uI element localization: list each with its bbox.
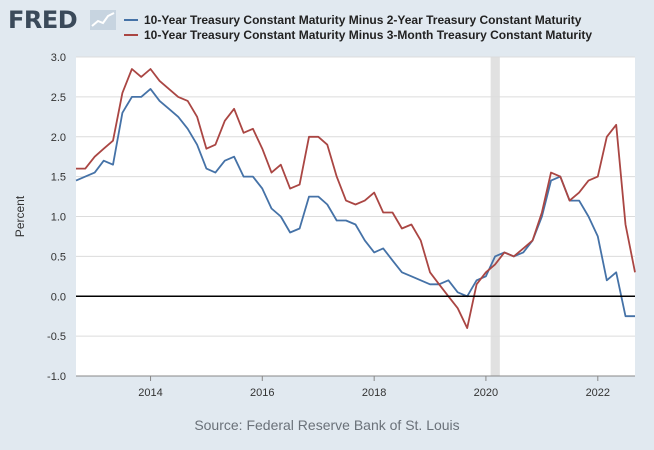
fred-logo[interactable]: FRED <box>8 6 78 34</box>
x-tick-label: 2018 <box>362 387 386 399</box>
y-tick-label: -0.5 <box>47 331 66 343</box>
line-chart: 3.0 2.5 2.0 1.5 1.0 0.5 0.0 -0.5 -1.0 2014 2016 201… <box>13 52 636 399</box>
y-tick-label: 2.0 <box>51 132 66 144</box>
source-note: Source: Federal Reserve Bank of St. Loui… <box>194 417 460 433</box>
series-line-2 <box>76 68 636 330</box>
legend-item-series-1: 10-Year Treasury Constant Maturity Minus… <box>124 12 592 27</box>
x-tick-label: 2014 <box>138 387 162 399</box>
y-tick-label: 1.0 <box>51 212 66 224</box>
legend-label-series-2: 10-Year Treasury Constant Maturity Minus… <box>144 27 593 42</box>
legend-label-series-1: 10-Year Treasury Constant Maturity Minus… <box>144 12 582 27</box>
y-tick-label: 0.5 <box>51 251 66 263</box>
series-line-1 <box>75 88 635 318</box>
y-axis-label: Percent <box>13 195 27 237</box>
legend-item-series-2: 10-Year Treasury Constant Maturity Minus… <box>124 27 592 42</box>
chart-legend: 10-Year Treasury Constant Maturity Minus… <box>124 12 592 42</box>
y-tick-label: 1.5 <box>51 172 66 184</box>
x-tick-label: 2016 <box>250 387 274 399</box>
y-tick-label: 0.0 <box>51 291 66 303</box>
trend-graph-icon <box>90 10 116 30</box>
y-tick-label: 3.0 <box>51 52 66 64</box>
y-tick-label: 2.5 <box>51 92 66 104</box>
legend-swatch-series-1 <box>124 18 138 21</box>
x-tick-label: 2022 <box>586 387 610 399</box>
legend-swatch-series-2 <box>124 33 138 36</box>
x-tick-label: 2020 <box>474 387 498 399</box>
y-tick-label: -1.0 <box>47 371 66 383</box>
